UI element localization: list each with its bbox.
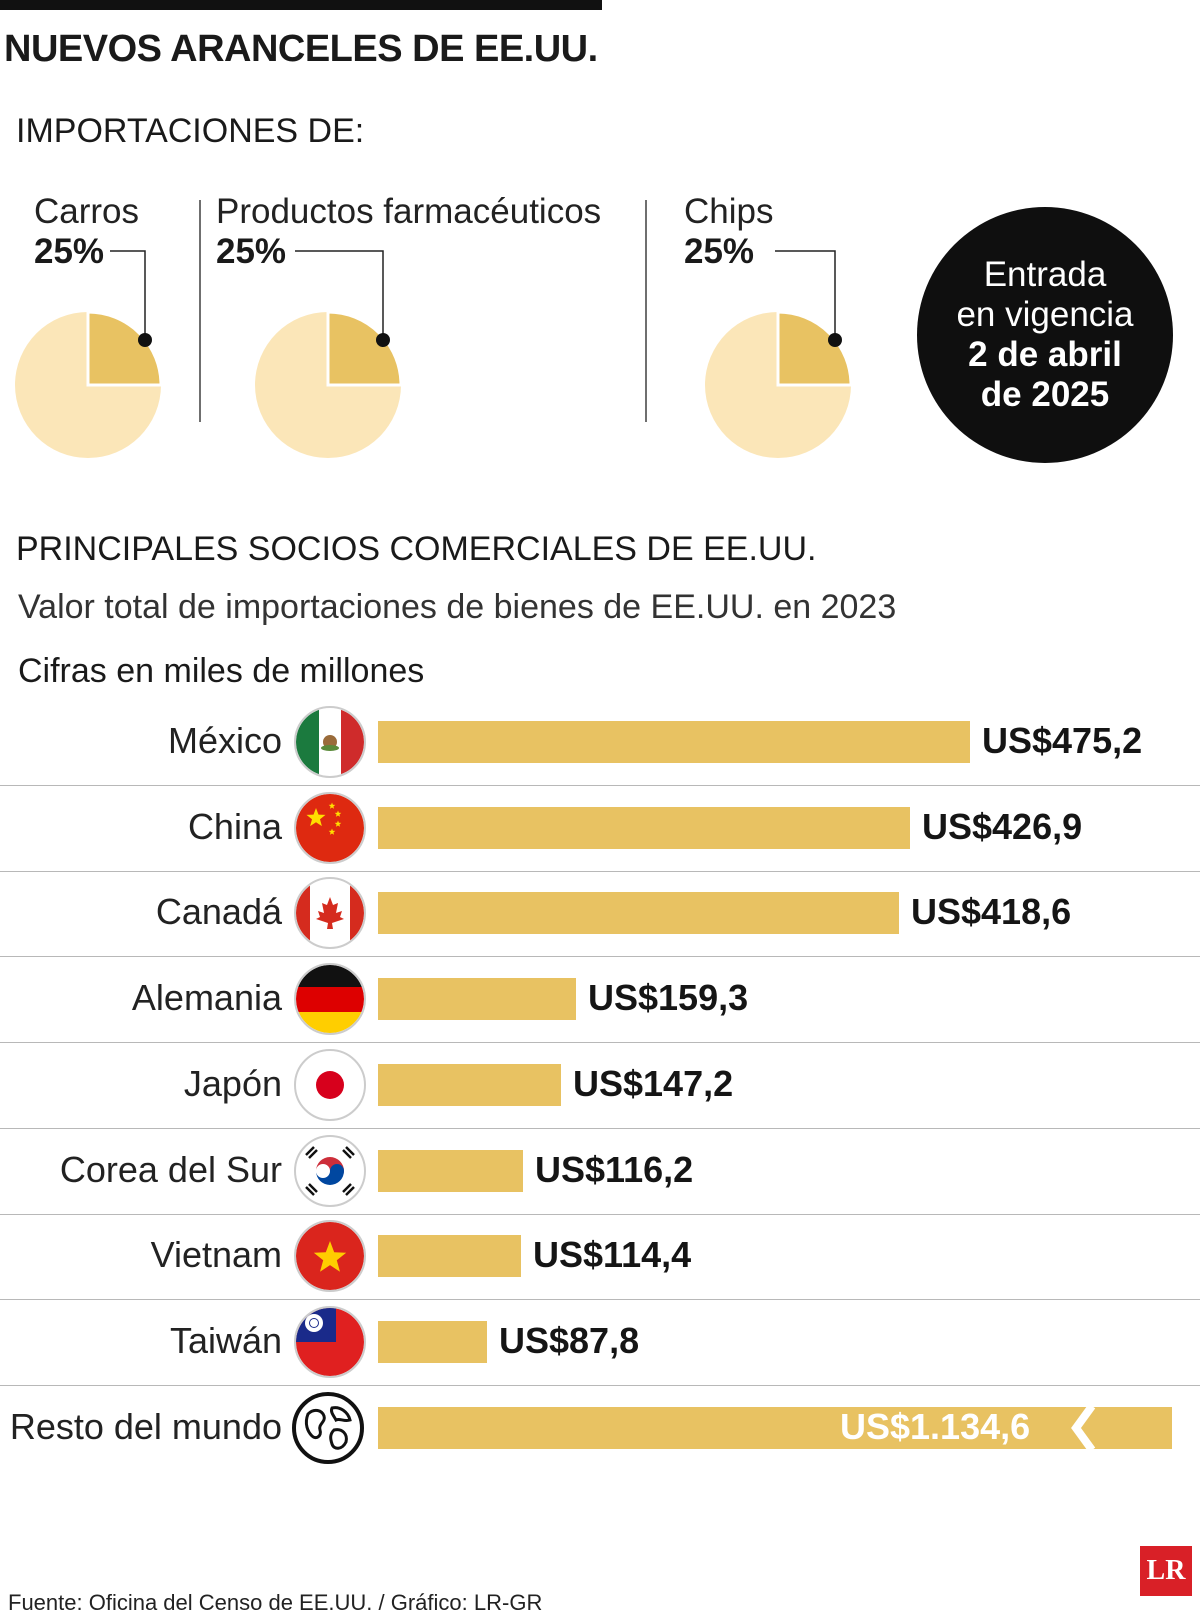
- badge-line-2: en vigencia: [956, 295, 1134, 334]
- row-divider: [0, 871, 1200, 872]
- pie-leader-dot: [138, 333, 152, 347]
- row-divider: [0, 956, 1200, 957]
- tariff-pie-chips: [705, 250, 853, 458]
- chart-title: PRINCIPALES SOCIOS COMERCIALES DE EE.UU.: [16, 530, 817, 568]
- category-label: Vietnam: [150, 1234, 282, 1275]
- bar: [378, 1235, 521, 1277]
- tariff-label-chips: Chips: [684, 192, 774, 231]
- pie-leader-line: [295, 250, 384, 340]
- divider: [645, 200, 647, 422]
- bar-break-mark: [1071, 1406, 1096, 1450]
- category-label: Canadá: [155, 891, 282, 932]
- taiwan-flag-icon: [292, 1304, 368, 1380]
- chart-subtitle: Valor total de importaciones de bienes d…: [18, 588, 897, 626]
- pie-leader-line: [110, 250, 146, 340]
- bar: [378, 807, 910, 849]
- category-label: Resto del mundo: [9, 1406, 282, 1447]
- row-divider: [0, 1042, 1200, 1043]
- tariff-pie-farmaceuticos: [255, 250, 403, 458]
- row-divider: [0, 1385, 1200, 1386]
- japan-flag-icon: [292, 1047, 368, 1123]
- row-divider: [0, 785, 1200, 786]
- category-label: Alemania: [131, 977, 282, 1018]
- page-title: NUEVOS ARANCELES DE EE.UU.: [4, 28, 598, 70]
- category-label: Taiwán: [169, 1320, 282, 1361]
- badge-line-1: Entrada: [983, 255, 1107, 294]
- value-label: US$159,3: [588, 977, 749, 1018]
- tariff-label-farmaceuticos: Productos farmacéuticos: [216, 192, 602, 231]
- mexico-flag-icon: [292, 704, 368, 780]
- value-label: US$475,2: [982, 720, 1143, 761]
- badge-date-line-1: 2 de abril: [968, 335, 1122, 374]
- value-label: US$426,9: [922, 806, 1083, 847]
- china-flag-icon: [292, 790, 368, 866]
- imports-label: IMPORTACIONES DE:: [16, 112, 365, 150]
- effective-date-badge: Entrada en vigencia 2 de abril de 2025: [917, 207, 1173, 463]
- pie-leader-line: [775, 250, 836, 340]
- tariff-pct-chips: 25%: [684, 232, 755, 271]
- bar: [378, 721, 970, 763]
- tariff-pct-carros: 25%: [34, 232, 105, 271]
- value-label: US$147,2: [573, 1063, 734, 1104]
- bar: [378, 1407, 1172, 1449]
- bar: [378, 1321, 487, 1363]
- pie-slice: [326, 310, 403, 387]
- category-label: México: [167, 720, 282, 761]
- canada-flag-icon: [292, 875, 368, 951]
- value-label: US$87,8: [499, 1320, 640, 1361]
- bar: [378, 978, 576, 1020]
- top-rule: [0, 0, 602, 10]
- pie-slice: [86, 310, 163, 387]
- value-label: US$418,6: [911, 891, 1072, 932]
- tariff-pct-farmaceuticos: 25%: [216, 232, 287, 271]
- germany-flag-icon: [292, 961, 368, 1037]
- value-label: US$114,4: [533, 1234, 692, 1275]
- pie-slice: [776, 310, 853, 387]
- tariff-label-carros: Carros: [34, 192, 140, 231]
- lr-logo: LR: [1140, 1546, 1192, 1596]
- category-label: China: [187, 806, 282, 847]
- value-label: US$1.134,6: [840, 1406, 1031, 1447]
- tariff-pie-carros: [15, 250, 163, 458]
- source-note: Fuente: Oficina del Censo de EE.UU. / Gr…: [8, 1590, 543, 1615]
- badge-date-line-2: de 2025: [980, 375, 1110, 414]
- row-divider: [0, 1299, 1200, 1300]
- value-label: US$116,2: [535, 1149, 694, 1190]
- pie-leader-dot: [828, 333, 842, 347]
- south-korea-flag-icon: [292, 1133, 368, 1209]
- bar: [378, 892, 899, 934]
- category-label: Corea del Sur: [59, 1149, 282, 1190]
- category-label: Japón: [183, 1063, 282, 1104]
- pie-leader-dot: [376, 333, 390, 347]
- globe-icon: [290, 1390, 366, 1466]
- bar: [378, 1150, 523, 1192]
- chart-units: Cifras en miles de millones: [18, 652, 425, 690]
- divider: [199, 200, 201, 422]
- row-divider: [0, 1214, 1200, 1215]
- row-divider: [0, 1128, 1200, 1129]
- bar: [378, 1064, 561, 1106]
- vietnam-flag-icon: [292, 1218, 368, 1294]
